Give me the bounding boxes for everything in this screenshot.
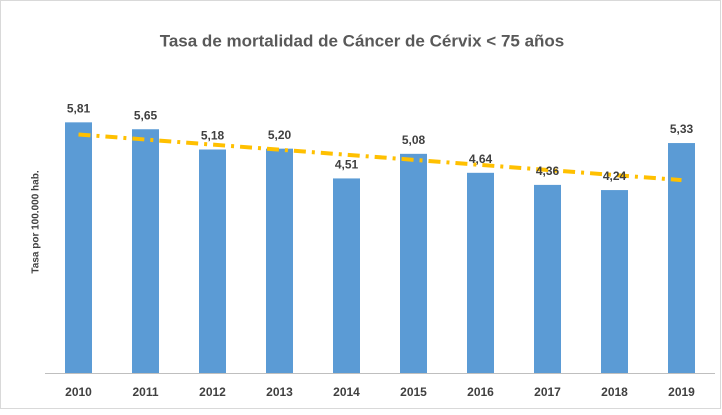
y-axis-label: Tasa por 100.000 hab.	[31, 170, 42, 273]
bar	[132, 129, 159, 373]
data-label: 5,08	[402, 133, 426, 147]
x-tick-label: 2018	[601, 385, 628, 399]
bar	[467, 172, 494, 373]
bar	[601, 190, 628, 373]
data-label: 5,18	[201, 129, 225, 143]
data-label: 5,20	[268, 128, 292, 142]
data-label: 4,24	[603, 169, 627, 183]
x-tick-label: 2012	[199, 385, 226, 399]
data-label: 5,33	[670, 122, 694, 136]
data-label: 5,65	[134, 108, 158, 122]
x-tick-label: 2010	[65, 385, 92, 399]
bar	[534, 184, 561, 373]
bar	[333, 178, 360, 373]
bar	[65, 122, 92, 373]
chart-title: Tasa de mortalidad de Cáncer de Cérvix <…	[160, 31, 565, 50]
x-tick-label: 2013	[266, 385, 293, 399]
x-tick-label: 2011	[132, 385, 158, 399]
data-label: 5,81	[67, 102, 91, 116]
x-tick-label: 2016	[467, 385, 494, 399]
x-tick-label: 2019	[668, 385, 695, 399]
data-label: 4,64	[469, 152, 493, 166]
x-tick-label: 2014	[333, 385, 360, 399]
data-label: 4,36	[536, 164, 560, 178]
bar	[199, 149, 226, 373]
data-label: 4,51	[335, 158, 359, 172]
trendline	[78, 132, 682, 183]
x-tick-label: 2015	[400, 385, 427, 399]
x-tick-label: 2017	[534, 385, 561, 399]
bar	[266, 148, 293, 373]
bar	[400, 153, 427, 373]
